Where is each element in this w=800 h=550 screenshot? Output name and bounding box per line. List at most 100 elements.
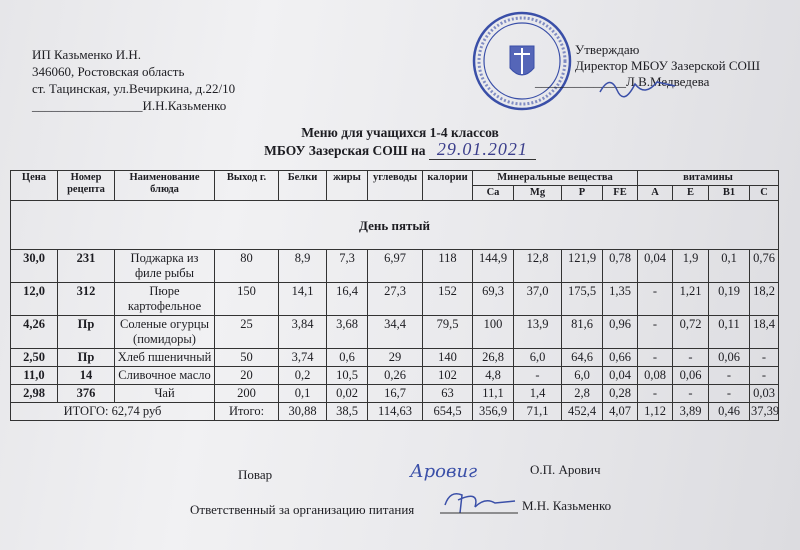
total-vit-e: 3,89 <box>672 402 709 421</box>
cell-carbs: 27,3 <box>367 282 423 316</box>
cell-price: 11,0 <box>10 366 58 385</box>
table-row: 11,0 14 Сливочное масло 20 0,2 10,5 0,26 102 4,8… <box>10 366 780 385</box>
approval-line: Утверждаю <box>575 42 640 57</box>
cell-price: 2,98 <box>10 384 58 403</box>
cell-price: 4,26 <box>10 315 58 349</box>
table-row: 2,98 376 Чай 200 0,1 0,02 16,7 63 11,1 1,4 2,8 0,28… <box>10 384 780 403</box>
total-p: 452,4 <box>561 402 603 421</box>
header-ca: Ca <box>472 185 514 201</box>
organization-block: ИП Казьменко И.Н. 346060, Ростовская обл… <box>32 46 235 114</box>
table-row: 12,0 312 Пюре картофельное 150 14,1 16,4 27,3 1… <box>10 282 780 316</box>
title-line-1: Меню для учащихся 1-4 классов <box>301 125 499 140</box>
total-vit-b1: 0,46 <box>708 402 750 421</box>
cell-recipe: 231 <box>57 249 115 283</box>
header-price: Цена <box>10 170 58 201</box>
cell-dish: Соленые огурцы (помидоры) <box>114 315 215 349</box>
total-fe: 4,07 <box>602 402 638 421</box>
cell-mg: 37,0 <box>513 282 562 316</box>
menu-date: 29.01.2021 <box>428 139 536 160</box>
org-line: ст. Тацинская, ул.Вечиркина, д.22/10 <box>32 81 236 96</box>
cell-calories: 79,5 <box>422 315 473 349</box>
responsible-role: Ответственный за организацию питания <box>190 502 415 517</box>
cell-dish: Сливочное масло <box>114 366 215 385</box>
cell-mg: 6,0 <box>513 348 562 367</box>
cell-p: 2,8 <box>561 384 603 403</box>
header-mg: Mg <box>513 185 562 201</box>
cell-vit-a: - <box>637 348 673 367</box>
cell-yield: 50 <box>214 348 279 367</box>
cook-signature: Аровиг <box>408 461 477 482</box>
responsible-name: М.Н. Казьменко <box>522 498 612 513</box>
cell-vit-e: 0,72 <box>672 315 709 349</box>
approval-line: Директор МБОУ Зазерской СОШ <box>575 58 761 73</box>
cell-vit-b1: 0,1 <box>708 249 750 283</box>
cell-calories: 102 <box>422 366 473 385</box>
cell-p: 6,0 <box>561 366 603 385</box>
cell-calories: 63 <box>422 384 473 403</box>
cell-vit-e: 0,06 <box>672 366 709 385</box>
cell-vit-a: - <box>637 282 673 316</box>
total-price: ИТОГО: 62,74 руб <box>10 402 215 421</box>
approval-line: ______________Л.В.Медведева <box>535 74 710 89</box>
cook-name: О.П. Арович <box>530 462 601 477</box>
cell-vit-b1: 0,06 <box>708 348 750 367</box>
cell-mg: 13,9 <box>513 315 562 349</box>
cell-carbs: 34,4 <box>367 315 423 349</box>
cell-ca: 11,1 <box>472 384 514 403</box>
header-a: A <box>637 185 673 201</box>
cell-calories: 152 <box>422 282 473 316</box>
total-vit-c: 37,39 <box>748 402 779 421</box>
cell-fe: 0,28 <box>602 384 638 403</box>
cell-protein: 8,9 <box>278 249 327 283</box>
cell-vit-a: - <box>637 384 673 403</box>
responsible-signature <box>440 493 518 514</box>
cell-vit-c: - <box>748 348 780 367</box>
cell-protein: 3,74 <box>278 348 327 367</box>
cell-p: 175,5 <box>561 282 603 316</box>
svg-text:Аровиг: Аровиг <box>408 461 477 482</box>
cell-vit-c: 18,2 <box>748 282 780 316</box>
cell-fe: 0,78 <box>602 249 638 283</box>
total-mg: 71,1 <box>513 402 562 421</box>
cell-dish: Поджарка из филе рыбы <box>114 249 215 283</box>
cell-calories: 118 <box>422 249 473 283</box>
cell-carbs: 16,7 <box>367 384 423 403</box>
cell-calories: 140 <box>422 348 473 367</box>
cell-vit-c: 0,76 <box>748 249 780 283</box>
table-row: 4,26 Пр Соленые огурцы (помидоры) 25 3,84 3,6… <box>10 315 780 349</box>
cell-fe: 1,35 <box>602 282 638 316</box>
cell-p: 121,9 <box>561 249 603 283</box>
cell-price: 2,50 <box>10 348 58 367</box>
cell-yield: 80 <box>214 249 279 283</box>
cell-vit-a: 0,04 <box>637 249 673 283</box>
header-c: C <box>748 185 780 201</box>
total-row: ИТОГО: 62,74 руб Итого: 30,88 38,5 114,63 6… <box>10 402 779 421</box>
table-row: 30,0 231 Поджарка из филе рыбы 80 8,9 7,3 6,97… <box>10 249 780 283</box>
cell-mg: - <box>513 366 562 385</box>
header-vitamins: витамины <box>636 170 780 186</box>
header-dish: Наименование блюда <box>114 170 215 201</box>
cook-role: Повар <box>238 467 273 482</box>
cell-recipe: 376 <box>57 384 115 403</box>
cell-vit-c: 18,4 <box>748 315 780 349</box>
cell-vit-e: - <box>672 384 709 403</box>
cell-vit-c: 0,03 <box>748 384 780 403</box>
cell-protein: 0,1 <box>278 384 327 403</box>
header-protein: Белки <box>278 170 327 201</box>
cell-vit-c: - <box>748 366 780 385</box>
header-minerals: Минеральные вещества <box>472 170 638 186</box>
cell-fe: 0,66 <box>602 348 638 367</box>
cell-yield: 20 <box>214 366 279 385</box>
header-p: P <box>561 185 603 201</box>
header-recipe: Номер рецепта <box>57 170 115 201</box>
approval-block: Утверждаю Директор МБОУ Зазерской СОШ __… <box>535 42 761 90</box>
org-line: 346060, Ростовская область <box>32 64 185 79</box>
cell-p: 64,6 <box>561 348 603 367</box>
cell-fat: 7,3 <box>326 249 368 283</box>
total-ca: 356,9 <box>472 402 514 421</box>
cell-fat: 3,68 <box>326 315 368 349</box>
cell-fat: 0,02 <box>326 384 368 403</box>
cell-yield: 150 <box>214 282 279 316</box>
cell-price: 12,0 <box>10 282 58 316</box>
header-yield: Выход г. <box>214 170 279 201</box>
